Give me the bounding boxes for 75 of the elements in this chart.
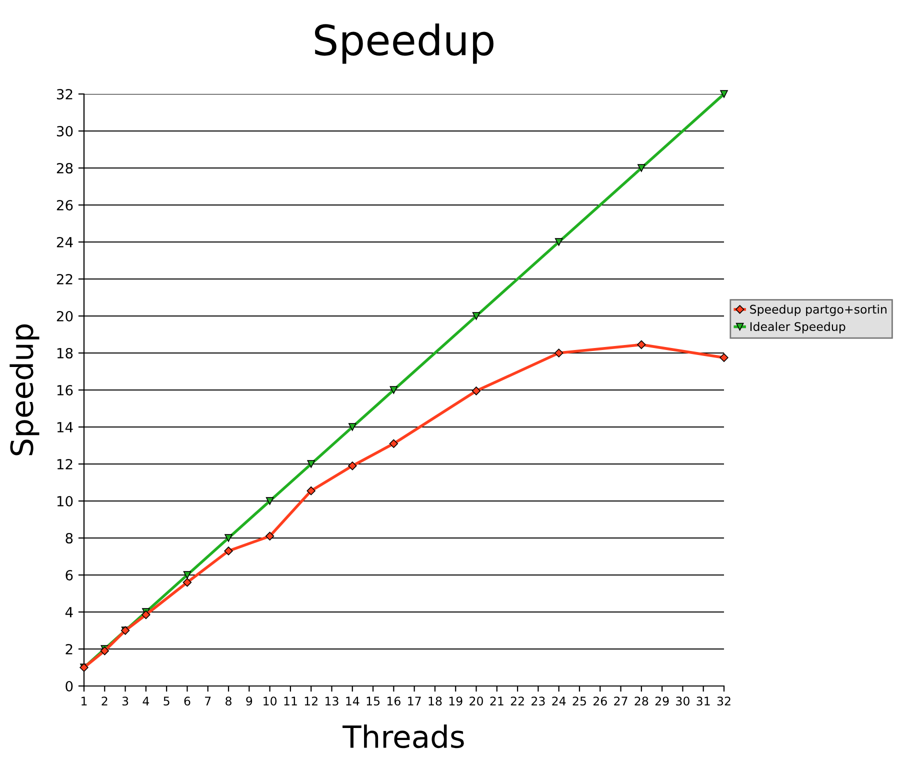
legend-label: Idealer Speedup: [750, 322, 846, 334]
y-tick-label: 24: [56, 236, 73, 248]
point: [224, 546, 233, 556]
point: [265, 532, 274, 540]
point: [348, 423, 356, 431]
point: [472, 312, 480, 320]
y-tick-label: 22: [56, 274, 72, 284]
point: [183, 571, 192, 579]
y-tick-label: 14: [57, 422, 73, 432]
point: [306, 486, 316, 496]
x-tick-label: 7: [205, 696, 211, 706]
point: [390, 386, 398, 394]
x-tick-label: 9: [246, 696, 252, 706]
x-tick-label: 19: [449, 696, 462, 706]
x-tick-label: 14: [346, 696, 360, 706]
x-tick-label: 12: [304, 696, 318, 706]
y-tick-label: 8: [66, 532, 73, 544]
point: [720, 353, 728, 362]
y-tick-label: 16: [57, 384, 73, 396]
x-tick-label: 1: [82, 696, 87, 706]
x-tick-label: 28: [634, 696, 648, 706]
x-axis-title: Threads: [342, 724, 464, 748]
y-tick-label: 0: [66, 680, 73, 692]
point: [720, 90, 728, 98]
y-tick-label: 32: [56, 88, 72, 100]
x-tick-label: 4: [142, 696, 150, 706]
x-tick-label: 27: [614, 696, 628, 706]
point: [224, 534, 232, 542]
y-tick-label: 20: [56, 310, 73, 322]
x-tick-label: 21: [490, 696, 504, 706]
y-tick-label: 2: [66, 644, 72, 654]
x-tick-label: 32: [717, 696, 730, 706]
x-tick-label: 16: [387, 696, 400, 706]
x-tick-label: 17: [408, 696, 421, 706]
x-tick-label: 13: [326, 696, 338, 706]
y-tick-label: 28: [56, 162, 73, 174]
point: [389, 439, 398, 448]
x-tick-label: 22: [510, 696, 524, 706]
y-tick-label: 4: [65, 607, 73, 618]
x-tick-label: 30: [676, 696, 690, 706]
point: [554, 348, 564, 358]
x-tick-label: 25: [572, 696, 586, 706]
x-tick-label: 3: [122, 696, 128, 706]
point: [637, 340, 646, 350]
y-tick-label: 12: [57, 458, 72, 470]
x-tick-label: 31: [696, 696, 710, 706]
legend-label: Speedup partgo+sortin: [750, 304, 886, 316]
x-tick-label: 5: [164, 696, 170, 706]
x-tick-label: 2: [102, 696, 108, 706]
point: [348, 462, 357, 470]
x-tick-label: 26: [593, 696, 607, 706]
point: [266, 497, 274, 505]
x-tick-label: 29: [655, 696, 669, 706]
y-tick-label: 30: [56, 126, 73, 136]
y-tick-label: 6: [66, 570, 73, 580]
x-tick-label: 24: [552, 696, 566, 706]
x-tick-label: 10: [264, 696, 277, 706]
y-tick-label: 10: [57, 496, 73, 506]
point: [638, 164, 646, 172]
y-tick-label: 18: [57, 348, 73, 358]
point: [182, 578, 192, 587]
chart-title: Speedup: [315, 23, 494, 64]
point: [554, 238, 563, 246]
x-tick-label: 8: [226, 696, 232, 706]
x-tick-label: 20: [470, 696, 483, 706]
y-tick-label: 26: [56, 200, 73, 210]
point: [142, 610, 150, 620]
x-tick-label: 23: [532, 696, 545, 706]
x-tick-label: 11: [284, 696, 297, 706]
x-tick-label: 6: [184, 696, 190, 706]
point: [472, 386, 481, 396]
point: [307, 460, 315, 468]
x-tick-label: 15: [366, 696, 380, 706]
x-tick-label: 18: [428, 696, 442, 706]
y-axis-title: Speedup: [10, 324, 40, 456]
